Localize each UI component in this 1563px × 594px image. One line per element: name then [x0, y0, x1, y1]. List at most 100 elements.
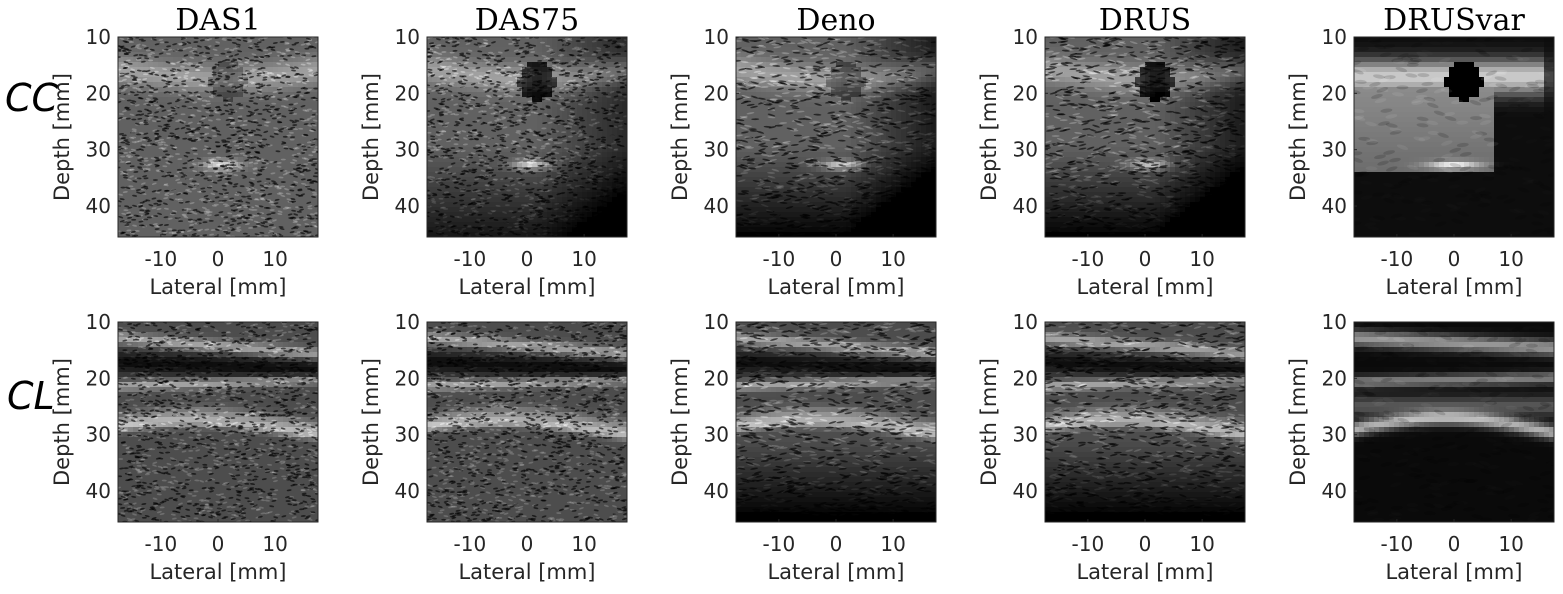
- x-tick-label: -10: [1072, 247, 1105, 271]
- x-tick-label: 10: [880, 532, 905, 556]
- panel-cl-deno: 10 20 30 40 -10 0 10 Lateral [mm] Depth [mm]: [668, 310, 937, 584]
- y-tick-label: 40: [1013, 194, 1038, 218]
- y-tick-label: 40: [395, 194, 420, 218]
- y-tick-label: 30: [1013, 423, 1038, 447]
- x-tick-label: 10: [571, 247, 596, 271]
- y-tick-label: 40: [704, 194, 729, 218]
- x-tick-label: 0: [521, 532, 534, 556]
- y-axis-label: Depth [mm]: [668, 358, 692, 486]
- x-axis-label: Lateral [mm]: [767, 560, 904, 584]
- panel-cl-drusvar: 10 20 30 40 -10 0 10 Lateral [mm] Depth [mm]: [1286, 310, 1555, 584]
- y-tick-label: 20: [1322, 81, 1347, 105]
- panel-cc-deno: 10 20 30 40 -10 0 10 Lateral [mm] Depth [mm] Deno: [668, 3, 937, 299]
- ultrasound-image: [1354, 37, 1554, 237]
- ultrasound-image: [1045, 322, 1245, 522]
- x-tick-label: -10: [145, 247, 178, 271]
- x-axis-label: Lateral [mm]: [1076, 560, 1213, 584]
- column-title: DAS75: [475, 3, 579, 38]
- y-tick-label: 30: [1322, 138, 1347, 162]
- x-tick-label: -10: [763, 532, 796, 556]
- x-tick-label: 10: [1189, 532, 1214, 556]
- panel-cc-das1: 10 20 30 40 -10 0 10 Lateral [mm] Depth [mm] DAS1: [50, 3, 319, 299]
- x-axis-label: Lateral [mm]: [1385, 560, 1522, 584]
- ultrasound-image: [427, 322, 627, 522]
- y-axis-label: Depth [mm]: [359, 73, 383, 201]
- x-tick-label: 10: [571, 532, 596, 556]
- x-tick-label: 0: [830, 532, 843, 556]
- y-tick-label: 40: [1322, 194, 1347, 218]
- x-tick-label: 10: [880, 247, 905, 271]
- x-tick-label: 0: [830, 247, 843, 271]
- y-tick-label: 20: [704, 81, 729, 105]
- column-title: DRUSvar: [1383, 3, 1525, 38]
- y-tick-label: 10: [704, 310, 729, 334]
- y-tick-label: 40: [86, 194, 111, 218]
- y-tick-label: 30: [86, 138, 111, 162]
- y-tick-label: 30: [704, 138, 729, 162]
- y-axis-label: Depth [mm]: [50, 358, 74, 486]
- x-tick-label: 0: [212, 247, 225, 271]
- x-tick-label: 0: [212, 532, 225, 556]
- ultrasound-image: [1354, 322, 1554, 522]
- ultrasound-image: [118, 322, 318, 522]
- y-tick-label: 20: [395, 366, 420, 390]
- x-axis-label: Lateral [mm]: [458, 275, 595, 299]
- y-tick-label: 30: [704, 423, 729, 447]
- y-tick-label: 40: [1322, 479, 1347, 503]
- ultrasound-image: [427, 37, 627, 237]
- x-axis-label: Lateral [mm]: [767, 275, 904, 299]
- y-tick-label: 10: [1013, 25, 1038, 49]
- y-tick-label: 40: [86, 479, 111, 503]
- panel-cl-das1: 10 20 30 40 -10 0 10 Lateral [mm] Depth [mm]: [50, 310, 319, 584]
- y-tick-label: 20: [1322, 366, 1347, 390]
- y-tick-label: 20: [395, 81, 420, 105]
- ultrasound-image: [736, 322, 936, 522]
- y-axis-label: Depth [mm]: [1286, 73, 1310, 201]
- row-label: CL: [7, 374, 55, 418]
- x-axis-label: Lateral [mm]: [458, 560, 595, 584]
- x-tick-label: 10: [1189, 247, 1214, 271]
- x-tick-label: -10: [763, 247, 796, 271]
- row-label: CC: [5, 76, 59, 120]
- column-title: Deno: [796, 3, 875, 38]
- x-tick-label: 0: [1448, 532, 1461, 556]
- y-tick-label: 30: [86, 423, 111, 447]
- x-tick-label: -10: [454, 247, 487, 271]
- y-tick-label: 10: [1322, 25, 1347, 49]
- x-tick-label: 0: [521, 247, 534, 271]
- x-axis-label: Lateral [mm]: [1385, 275, 1522, 299]
- x-tick-label: 10: [1498, 532, 1523, 556]
- y-tick-label: 10: [395, 310, 420, 334]
- y-axis-label: Depth [mm]: [50, 73, 74, 201]
- x-tick-label: -10: [1381, 532, 1414, 556]
- column-title: DAS1: [175, 3, 260, 38]
- y-tick-label: 10: [1322, 310, 1347, 334]
- y-axis-label: Depth [mm]: [977, 358, 1001, 486]
- ultrasound-image: [736, 37, 936, 237]
- y-tick-label: 20: [86, 81, 111, 105]
- y-tick-label: 20: [704, 366, 729, 390]
- y-tick-label: 20: [1013, 81, 1038, 105]
- y-axis-label: Depth [mm]: [668, 73, 692, 201]
- ultrasound-image: [118, 37, 318, 237]
- y-tick-label: 30: [1322, 423, 1347, 447]
- x-tick-label: -10: [1381, 247, 1414, 271]
- y-tick-label: 30: [395, 138, 420, 162]
- x-axis-label: Lateral [mm]: [1076, 275, 1213, 299]
- y-tick-label: 40: [1013, 479, 1038, 503]
- y-tick-label: 10: [86, 310, 111, 334]
- y-tick-label: 10: [86, 25, 111, 49]
- y-tick-label: 20: [86, 366, 111, 390]
- x-tick-label: 0: [1139, 247, 1152, 271]
- panel-cc-drusvar: 10 20 30 40 -10 0 10 Lateral [mm] Depth [mm] DRUS…: [1286, 3, 1555, 299]
- x-tick-label: -10: [1072, 532, 1105, 556]
- y-tick-label: 10: [704, 25, 729, 49]
- y-axis-label: Depth [mm]: [977, 73, 1001, 201]
- panel-cc-das75: 10 20 30 40 -10 0 10 Lateral [mm] Depth [mm] DAS7…: [359, 3, 628, 299]
- y-tick-label: 40: [704, 479, 729, 503]
- x-tick-label: 10: [262, 247, 287, 271]
- x-tick-label: 0: [1139, 532, 1152, 556]
- y-tick-label: 10: [1013, 310, 1038, 334]
- x-axis-label: Lateral [mm]: [149, 560, 286, 584]
- y-tick-label: 40: [395, 479, 420, 503]
